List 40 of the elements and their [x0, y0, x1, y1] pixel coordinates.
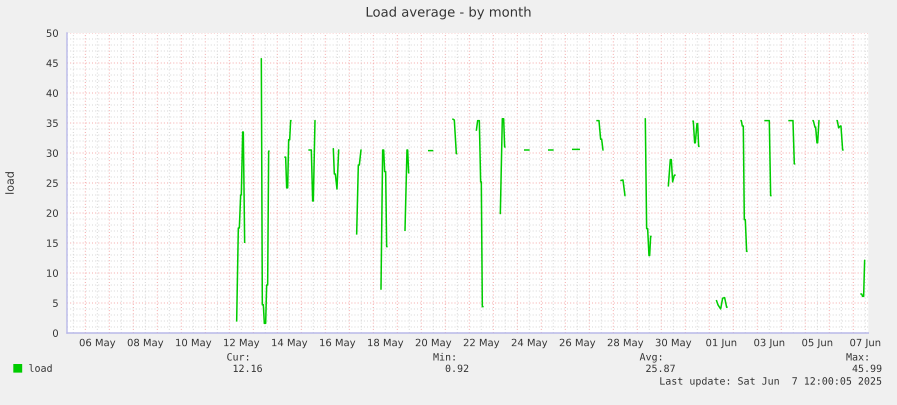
- y-tick-label: 45: [46, 60, 58, 67]
- x-tick-label: 22 May: [464, 338, 500, 348]
- y-tick-label: 5: [53, 300, 58, 307]
- x-tick-label: 16 May: [320, 338, 356, 348]
- y-tick-label: 30: [46, 149, 58, 157]
- x-tick-label: 20 May: [416, 338, 452, 348]
- x-tick-label: 05 Jun: [802, 338, 832, 348]
- x-tick-label: 12 May: [224, 338, 260, 348]
- text: Max:: [846, 353, 868, 361]
- x-tick-label: 28 May: [608, 338, 644, 348]
- x-tick-label: 30 May: [656, 338, 692, 348]
- text: 12.16: [234, 364, 262, 372]
- y-tick-label: 35: [46, 119, 58, 127]
- x-tick-label: 14 May: [272, 338, 308, 348]
- text: 0.92: [446, 364, 468, 372]
- text: Min:: [433, 352, 455, 360]
- text: 45.99: [852, 364, 882, 372]
- y-tick-label: 40: [46, 89, 58, 97]
- y-tick-label: 10: [47, 269, 58, 277]
- x-tick-label: 06 May: [80, 338, 116, 348]
- chart-title: Load average - by month: [366, 6, 530, 20]
- x-tick-label: 24 May: [512, 338, 548, 348]
- y-tick-label: 15: [47, 240, 58, 247]
- y-tick-label: 25: [46, 179, 58, 187]
- text: Last update: Sat Jun 7 12:00:05 2025: [660, 376, 882, 387]
- x-tick-label: 10 May: [176, 338, 212, 348]
- text: Cur:: [227, 353, 248, 361]
- y-tick-label: 20: [46, 209, 58, 217]
- x-tick-label: 01 Jun: [706, 338, 736, 348]
- x-tick-label: 18 May: [368, 338, 404, 348]
- x-tick-label: 08 May: [128, 338, 164, 348]
- y-axis-title: load: [5, 172, 14, 194]
- x-tick-label: 26 May: [560, 338, 596, 348]
- x-tick-label: 07 Jun: [850, 338, 880, 348]
- legend-label: load: [29, 364, 52, 372]
- y-tick-label: 50: [46, 29, 58, 37]
- x-tick-label: 03 Jun: [754, 338, 784, 348]
- text: 25.87: [646, 364, 675, 372]
- y-tick-label: 0: [52, 329, 58, 337]
- text: Avg:: [640, 353, 662, 363]
